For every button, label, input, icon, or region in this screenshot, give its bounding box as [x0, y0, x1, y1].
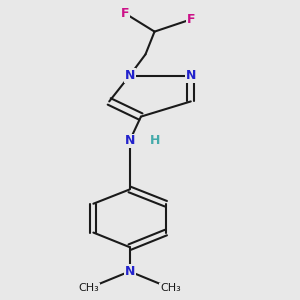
Text: CH₃: CH₃ — [160, 283, 181, 293]
Text: F: F — [121, 7, 129, 20]
Text: N: N — [124, 265, 135, 278]
Text: N: N — [186, 69, 196, 82]
Text: F: F — [187, 13, 195, 26]
Text: N: N — [124, 69, 135, 82]
Text: H: H — [149, 134, 160, 147]
Text: N: N — [124, 134, 135, 147]
Text: CH₃: CH₃ — [79, 283, 99, 293]
